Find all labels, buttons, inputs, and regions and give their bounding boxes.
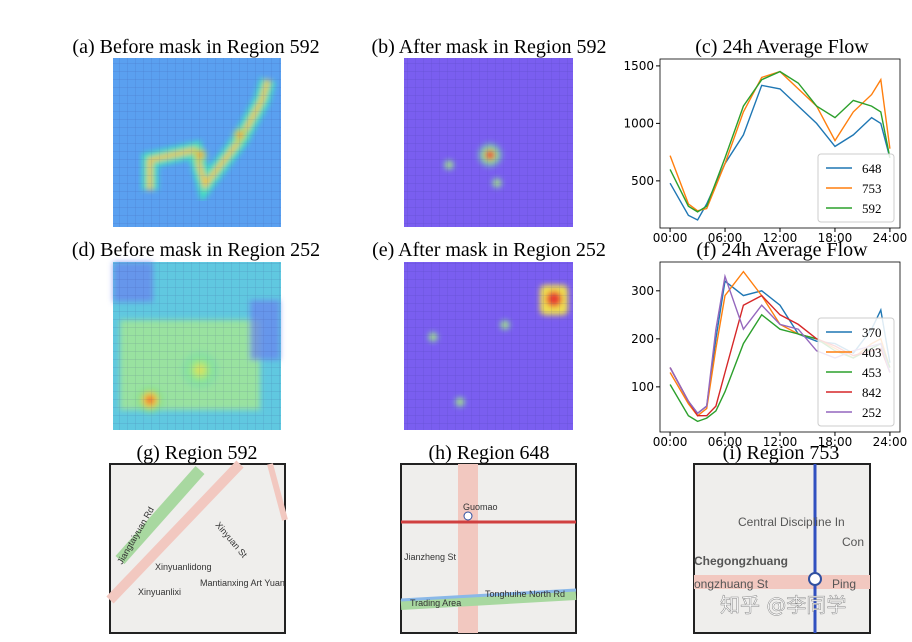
- legend: [817, 153, 895, 223]
- map-i: Central Discipline In Con Chegongzhuang …: [693, 463, 871, 634]
- map-label: Guomao: [463, 502, 498, 512]
- panel-title: (i) Region 753: [723, 442, 840, 464]
- chart-title: (f) 24h Average Flow: [696, 239, 868, 261]
- panel-title: (e) After mask in Region 252: [372, 239, 606, 261]
- map-g: Xinyuanlidong Xinyuanlixi Mantianxing Ar…: [106, 460, 288, 634]
- panel-title: (h) Region 648: [428, 442, 549, 464]
- y-tick-label: 300: [631, 284, 654, 298]
- heatmap-e: [404, 262, 573, 430]
- heatmap-a: [113, 58, 281, 227]
- map-label: Xinyuanlixi: [138, 587, 181, 597]
- y-tick-label: 1500: [623, 59, 654, 73]
- map-label: Central Discipline In: [738, 515, 845, 529]
- y-tick-label: 100: [631, 380, 654, 394]
- x-tick-label: 00:00: [653, 231, 688, 245]
- map-label: Trading Area: [410, 598, 461, 608]
- x-tick-label: 12:00: [763, 231, 798, 245]
- y-tick-label: 1000: [623, 116, 654, 130]
- x-tick-label: 18:00: [818, 231, 853, 245]
- legend-label: 252: [862, 405, 882, 420]
- series-line: [669, 84, 891, 221]
- y-tick-label: 200: [631, 332, 654, 346]
- x-tick-label: 18:00: [818, 435, 853, 449]
- heatmap-b: [404, 58, 573, 227]
- map-label: Con: [842, 535, 864, 549]
- legend-label: 453: [862, 365, 882, 380]
- panel-title: (a) Before mask in Region 592: [72, 36, 319, 58]
- map-h: Guomao Tonghuihe North Rd Jianzheng St T…: [400, 463, 577, 634]
- legend-label: 753: [862, 181, 882, 196]
- legend-label: 370: [862, 325, 882, 340]
- x-tick-label: 12:00: [763, 435, 798, 449]
- chart-title: (c) 24h Average Flow: [695, 36, 869, 58]
- legend-label: 648: [862, 161, 882, 176]
- map-label: Chegongzhuang: [694, 554, 788, 568]
- map-label: Xinyuanlidong: [155, 562, 212, 572]
- legend-label: 842: [862, 385, 882, 400]
- panel-title: (b) After mask in Region 592: [372, 36, 607, 58]
- panel-title: (g) Region 592: [136, 442, 257, 464]
- map-label: ongzhuang St: [694, 577, 769, 591]
- legend-label: 592: [862, 201, 882, 216]
- panel-title: (d) Before mask in Region 252: [72, 239, 320, 261]
- series-line: [669, 70, 891, 213]
- heatmap-d: [113, 262, 281, 430]
- x-tick-label: 24:00: [873, 435, 908, 449]
- map-label: Mantianxing Art Yuan: [200, 578, 285, 588]
- map-label: Ping: [832, 577, 856, 591]
- map-label: Tonghuihe North Rd: [485, 589, 565, 599]
- x-tick-label: 06:00: [708, 435, 743, 449]
- legend: [817, 317, 895, 427]
- x-tick-label: 00:00: [653, 435, 688, 449]
- legend-label: 403: [862, 345, 882, 360]
- x-tick-label: 24:00: [873, 231, 908, 245]
- y-tick-label: 500: [631, 174, 654, 188]
- map-label: Jianzheng St: [404, 552, 457, 562]
- x-tick-label: 06:00: [708, 231, 743, 245]
- watermark: 知乎 @李同学: [720, 593, 846, 617]
